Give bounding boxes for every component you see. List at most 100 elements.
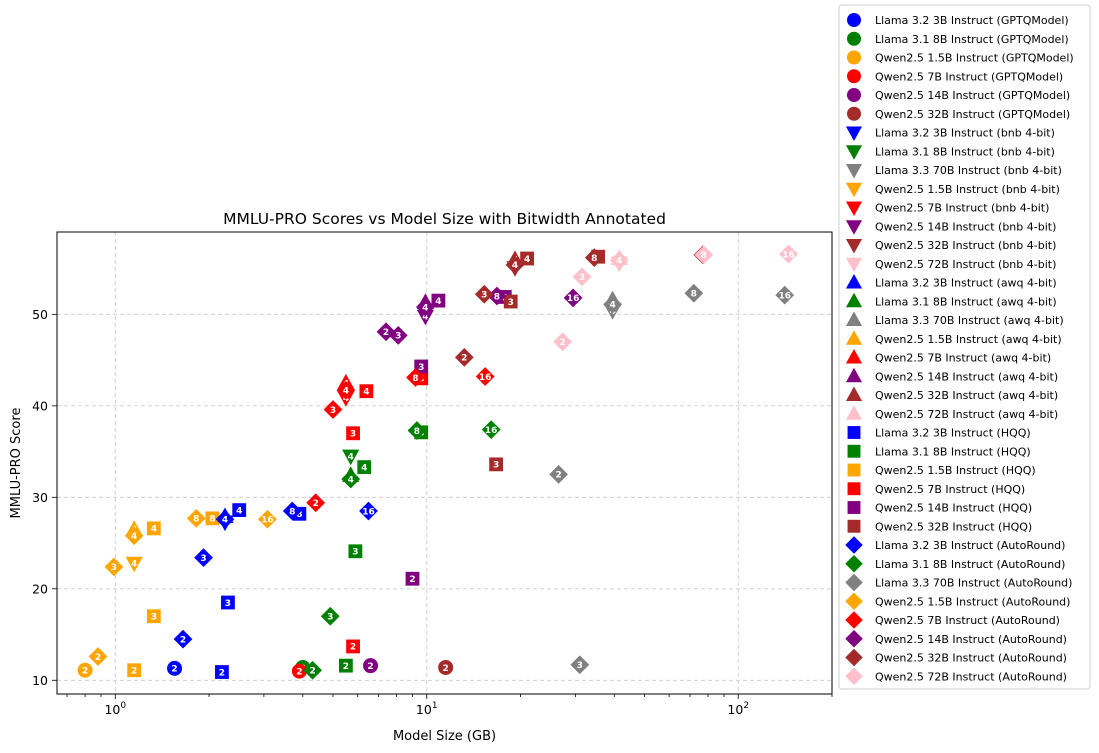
data-point-label: 4: [435, 297, 441, 307]
data-point-label: 2: [443, 664, 449, 674]
legend-marker-diamond: [845, 555, 863, 573]
legend-entry-label: Qwen2.5 32B Instruct (GPTQModel): [875, 108, 1070, 121]
data-point-square: [346, 639, 360, 654]
data-point-label: 3: [327, 613, 333, 623]
data-point-label: 3: [395, 332, 401, 342]
legend-entry-label: Qwen2.5 32B Instruct (bnb 4-bit): [875, 239, 1056, 252]
data-point-diamond: [303, 660, 322, 680]
data-point-diamond: [406, 368, 425, 387]
data-point-square: [215, 665, 229, 679]
grid-lines: [57, 232, 832, 694]
legend-entry-label: Qwen2.5 32B Instruct (awq 4-bit): [875, 389, 1058, 402]
legend: Llama 3.2 3B Instruct (GPTQModel) Llama 3…: [838, 4, 1091, 690]
data-point-triangle-down: [342, 449, 360, 466]
data-point-label: 3: [577, 661, 583, 671]
data-point-label: 8: [414, 427, 420, 437]
legend-entry-label: Llama 3.2 3B Instruct (AutoRound): [875, 539, 1065, 552]
data-point-diamond: [505, 255, 525, 275]
data-point-label: 8: [591, 254, 597, 264]
legend-marker-circle: [847, 13, 861, 27]
legend-marker-square: [847, 501, 861, 514]
data-point-circle: [438, 659, 454, 675]
legend-marker-square: [847, 482, 861, 496]
data-point-label: 2: [350, 643, 356, 653]
data-point-diamond: [124, 526, 144, 546]
data-point-diamond: [282, 501, 302, 521]
legend-entry-label: Llama 3.3 70B Instruct (AutoRound): [875, 577, 1072, 590]
legend-entry-label: Llama 3.1 8B Instruct (GPTQModel): [875, 33, 1069, 46]
legend-entry-label: Qwen2.5 14B Instruct (bnb 4-bit): [875, 220, 1056, 233]
data-point-diamond: [584, 248, 604, 267]
data-point-square: [205, 511, 220, 526]
legend-marker-square: [847, 463, 861, 477]
data-point-diamond: [553, 332, 572, 352]
y-tick-label: 50: [32, 307, 48, 322]
data-point-label: 4: [363, 387, 369, 397]
data-point-diamond: [320, 606, 340, 626]
legend-entry-label: Qwen2.5 7B Instruct (bnb 4-bit): [875, 202, 1049, 215]
data-point-label: 4: [512, 261, 518, 271]
data-point-label: 4: [222, 516, 228, 526]
data-point-diamond: [779, 244, 798, 264]
legend-entry-label: Qwen2.5 7B Instruct (awq 4-bit): [875, 352, 1051, 365]
y-tick-label: 30: [32, 490, 48, 505]
data-point-square: [520, 251, 535, 266]
legend-marker-triangle-up: [845, 386, 863, 402]
data-point-diamond: [475, 367, 495, 386]
data-point-diamond: [775, 285, 795, 305]
legend-marker-triangle-down: [845, 126, 863, 141]
legend-marker-triangle-up: [845, 311, 863, 327]
legend-entry-label: Qwen2.5 32B Instruct (AutoRound): [875, 652, 1067, 665]
data-point-diamond: [549, 465, 568, 484]
legend-marker-triangle-down: [845, 238, 863, 254]
data-point-label: 2: [296, 667, 302, 677]
legend-marker-diamond: [845, 573, 863, 592]
data-point-label: 16: [778, 291, 791, 301]
data-point-label: 4: [343, 387, 349, 397]
data-point-diamond: [306, 493, 326, 513]
data-point-diamond: [341, 469, 361, 489]
legend-entry-label: Llama 3.3 70B Instruct (awq 4-bit): [875, 314, 1064, 327]
legend-entry-label: Qwen2.5 72B Instruct (awq 4-bit): [875, 408, 1058, 421]
data-point-label: 3: [225, 599, 231, 609]
y-axis-label: MMLU-PRO Score: [9, 408, 24, 519]
data-point-label: 2: [131, 667, 137, 677]
legend-marker-triangle-down: [845, 182, 863, 198]
data-point-diamond: [454, 347, 474, 367]
data-point-label: 2: [343, 662, 349, 672]
data-point-label: 8: [691, 290, 697, 300]
legend-entry-label: Qwen2.5 14B Instruct (awq 4-bit): [875, 370, 1058, 383]
legend-entry-label: Llama 3.1 8B Instruct (HQQ): [875, 445, 1031, 458]
legend-entry-label: Qwen2.5 72B Instruct (bnb 4-bit): [875, 258, 1056, 271]
plot-frame: [56, 231, 833, 695]
data-point-label: 3: [200, 554, 206, 564]
data-point-label: 3: [508, 298, 514, 308]
legend-marker-triangle-down: [845, 145, 863, 160]
legend-marker-diamond: [845, 592, 863, 610]
data-point-diamond: [88, 647, 108, 666]
data-point-diamond: [572, 267, 592, 287]
data-point-diamond: [487, 286, 507, 306]
legend-entry-label: Qwen2.5 14B Instruct (GPTQModel): [875, 89, 1070, 102]
legend-marker-diamond: [845, 611, 863, 629]
legend-marker-triangle-up: [845, 367, 863, 383]
data-point-label: 2: [555, 471, 561, 481]
legend-entry-label: Qwen2.5 1.5B Instruct (bnb 4-bit): [875, 183, 1060, 196]
data-point-label: 8: [193, 515, 199, 525]
legend-box: [838, 4, 1091, 690]
legend-marker-triangle-down: [845, 220, 863, 235]
data-point-label: 16: [485, 426, 498, 436]
data-point-diamond: [258, 509, 277, 529]
legend-marker-triangle-up: [845, 405, 863, 420]
data-point-label: 4: [131, 559, 137, 569]
legend-entry-label: Llama 3.1 8B Instruct (AutoRound): [875, 558, 1065, 571]
data-point-label: 3: [493, 461, 499, 471]
data-point-label: 16: [261, 516, 274, 526]
legend-marker-square: [847, 519, 861, 533]
legend-entry-label: Llama 3.2 3B Instruct (GPTQModel): [875, 14, 1069, 27]
data-point-label: 2: [309, 667, 315, 677]
data-point-diamond: [323, 400, 343, 419]
data-point-label: 4: [348, 475, 354, 485]
legend-entry-label: Qwen2.5 14B Instruct (AutoRound): [875, 633, 1067, 646]
